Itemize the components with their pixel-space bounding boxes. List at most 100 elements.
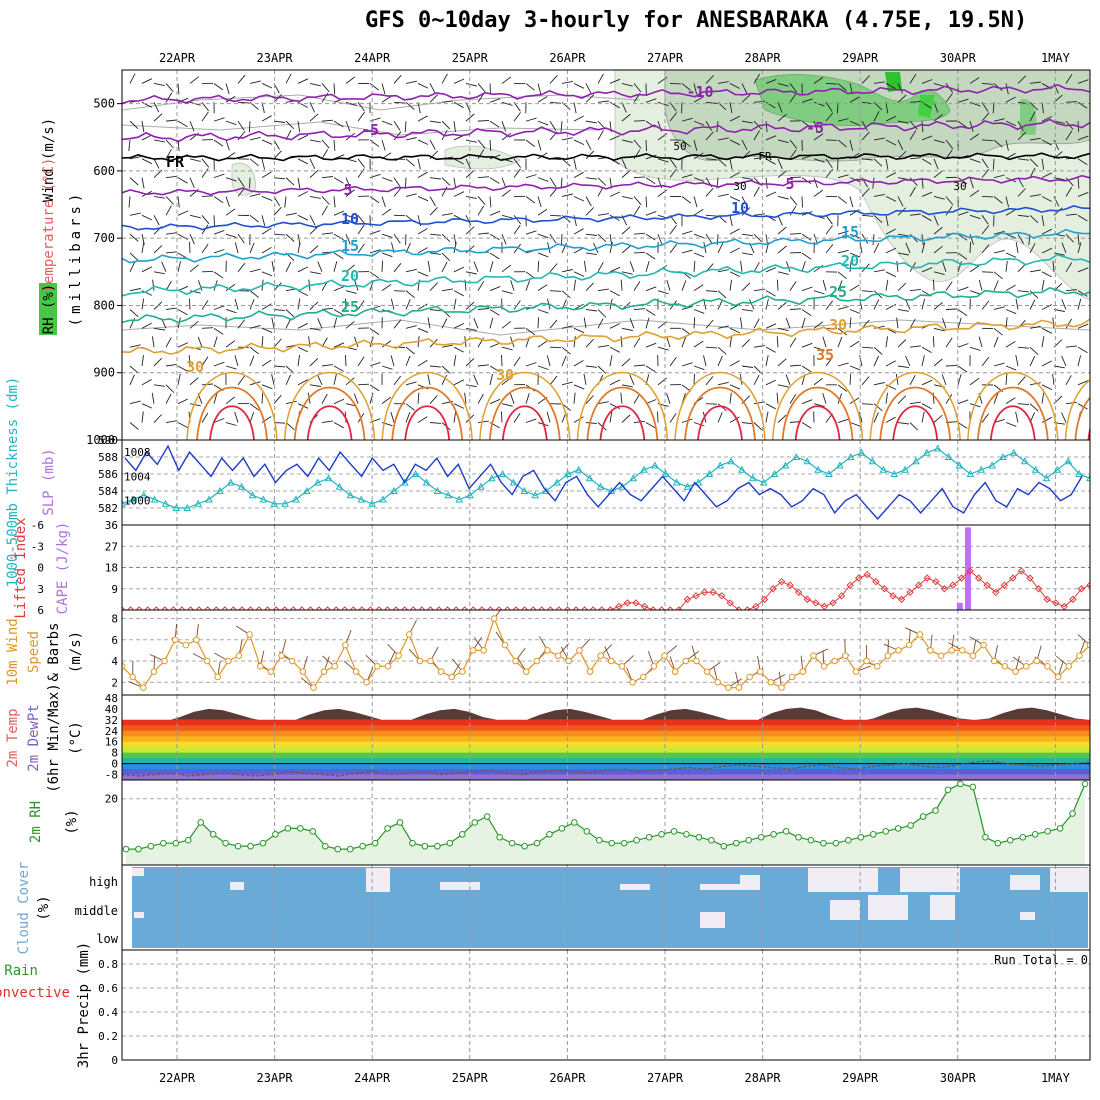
wind-barb [1005,196,1010,208]
lifted-index-point [752,602,760,610]
wind-barb [369,230,381,235]
lifted-index-point [281,606,289,610]
isotherm-30 [122,318,1090,355]
wind-barb [633,232,646,235]
thickness-point [966,469,975,477]
thickness-point [1086,474,1090,482]
wind-barb [669,158,677,168]
wind10m-point [225,657,232,665]
thickness-point [400,478,409,486]
wind-barb [129,374,135,386]
lifted-index-point [126,606,135,610]
wind-barb [1077,290,1088,297]
wind10m-point [1033,657,1041,665]
wind-barb [741,365,753,368]
wind-barb [741,177,753,180]
isotherm-35-arch [488,386,561,440]
top-date-label: 22APR [159,51,196,65]
wind-barb [765,177,768,189]
wind-barb [777,358,787,367]
wind-barb [453,411,457,423]
wind-barb [1017,188,1026,197]
wind-barb [573,279,576,291]
precip-tick-label: 0.8 [98,958,118,971]
wind-barb [271,374,275,385]
wind-barb [165,139,174,149]
wind-barb [417,228,428,235]
wind-barb [585,309,597,312]
wind-barb [285,422,295,431]
lifted-index-point [666,606,674,610]
wind10m-point [895,647,902,654]
wind-barb [393,319,402,329]
wind10m-point [246,631,253,638]
wind10m-point [554,652,562,659]
lifted-index-point [512,606,520,610]
thickness-point [814,465,822,473]
temp-band [122,774,1090,780]
isotherm-label: 5 [785,175,794,193]
wind-barb [1029,346,1039,355]
wind-barb [969,377,980,386]
wind-barb [703,242,707,254]
wind-barb [837,327,847,336]
wind-barb [897,282,907,291]
wind-barb [465,83,477,87]
wind-barb [465,139,477,143]
isotherm-40-arch [892,405,939,440]
wind-barb [932,336,935,348]
wind-barb [897,395,907,404]
wind10m-point [1065,663,1073,670]
wind-barb [633,205,641,216]
wind-barb [837,230,849,235]
wind-barb [753,401,765,405]
wind-barb [261,83,273,89]
rh2m-point [944,786,952,794]
wind-barb [609,135,621,141]
rh2m-point [994,839,1002,847]
axis-label-2m-temp: 2m Temp [5,708,21,767]
wind-barb [1015,298,1019,310]
thickness-point [379,495,387,503]
isotherm-35-arch [293,386,366,440]
wind-barb [873,242,880,254]
wind-barb [453,78,465,84]
wind-barb [717,325,729,329]
wind-barb [645,286,657,292]
wind-barb [921,411,925,423]
lifted-index-point [932,577,940,586]
wind-barb [369,384,380,392]
temp-tick-label: 24 [105,725,119,738]
wind-barb [789,232,802,235]
rh2m-point [820,839,827,847]
wind-barb [225,422,237,426]
wind-barb [585,338,594,348]
thickness-point [150,495,159,503]
wind10m-point [363,678,370,686]
wind-barb [849,260,852,272]
isotherm-5 [122,174,1090,196]
wind-barb [885,279,889,291]
wind-barb [753,374,760,386]
wind-barb [621,414,631,423]
wind-barb [285,120,295,130]
wind-barb [765,158,776,165]
wind-barb [729,360,740,367]
wind10m-point [703,668,711,675]
wind-barb [789,281,797,291]
wind-barb [717,412,723,423]
wind-barb [693,284,704,292]
wind-barb [897,150,907,160]
wind-barb [249,299,255,310]
rh2m-point [907,822,914,829]
thickness-point [411,469,420,477]
wind-barb [777,245,787,254]
thickness-point [531,491,540,499]
wind-barb [873,111,880,122]
wind-barb [477,83,486,93]
wind-barb [957,233,968,241]
wind-barb [849,209,860,216]
lifted-index-point [503,606,512,610]
wind-barb [620,336,623,348]
wind-barb [177,398,189,405]
